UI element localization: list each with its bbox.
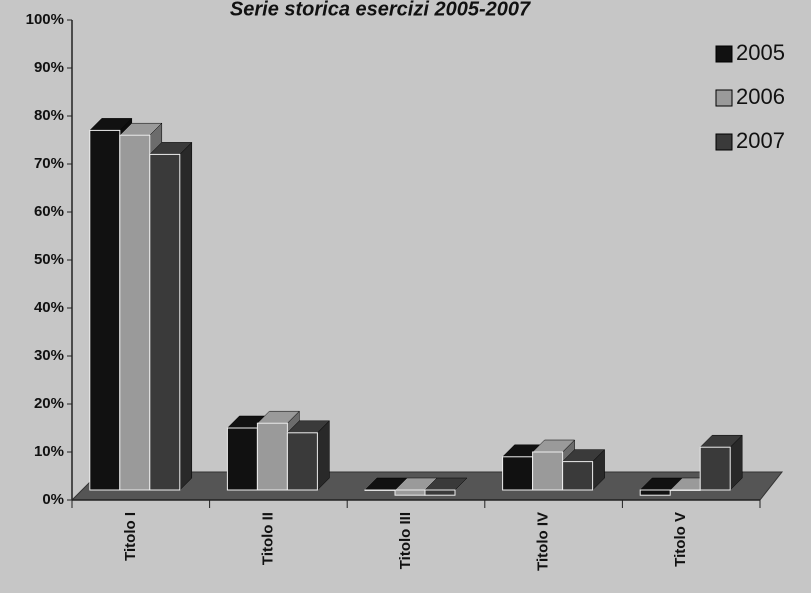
bar-front: [226, 427, 258, 491]
chart-title: Serie storica esercizi 2005-2007: [230, 0, 531, 20]
bar-front: [119, 134, 151, 491]
bar-front: [286, 432, 318, 491]
bar-front: [639, 489, 671, 496]
x-tick-label: Titolo IV: [535, 512, 552, 571]
x-tick-label: Titolo I: [122, 512, 139, 561]
x-tick-label: Titolo III: [397, 512, 414, 569]
bar: [561, 448, 606, 491]
bar: [639, 477, 683, 496]
bar-side: [179, 141, 193, 491]
legend-label: 2006: [736, 84, 785, 109]
y-tick-label: 20%: [34, 395, 64, 412]
bar-front: [424, 489, 456, 496]
bar-front: [394, 489, 426, 496]
bar-front: [532, 451, 564, 491]
y-tick-label: 0%: [42, 491, 64, 508]
legend-swatch: [715, 89, 733, 107]
bar-front: [256, 422, 288, 491]
y-tick-label: 50%: [34, 251, 64, 268]
y-tick-label: 10%: [34, 443, 64, 460]
legend-swatch: [715, 133, 733, 151]
y-tick-label: 60%: [34, 203, 64, 220]
bar: [149, 141, 193, 491]
x-tick-label: Titolo II: [259, 512, 276, 565]
bar-front: [562, 461, 594, 491]
bar-front: [89, 129, 121, 491]
y-tick-label: 80%: [34, 107, 64, 124]
legend-swatch: [715, 45, 733, 63]
y-tick-label: 70%: [34, 155, 64, 172]
y-tick-label: 40%: [34, 299, 64, 316]
bar: [286, 420, 331, 491]
bar: [424, 477, 468, 496]
bar: [699, 434, 743, 491]
legend-label: 2005: [736, 40, 785, 65]
bar-front: [149, 153, 181, 491]
y-tick-label: 30%: [34, 347, 64, 364]
y-tick-label: 100%: [26, 11, 64, 28]
bar-front: [699, 446, 731, 491]
legend-label: 2007: [736, 128, 785, 153]
y-tick-label: 90%: [34, 59, 64, 76]
bar-front: [502, 456, 534, 491]
x-tick-label: Titolo V: [672, 512, 689, 567]
